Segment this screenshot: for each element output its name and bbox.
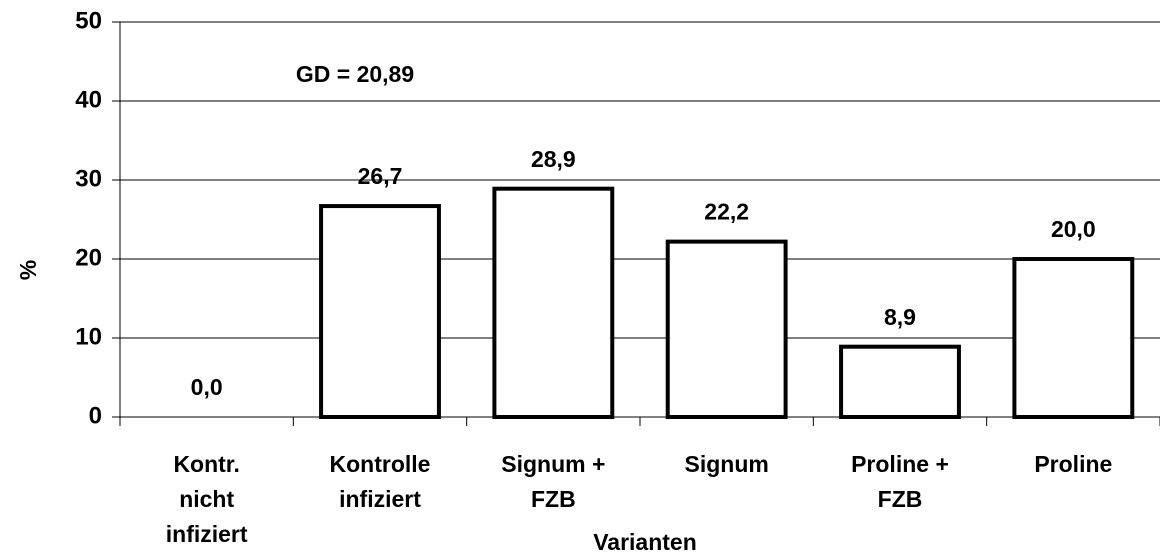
x-tick-label: Kontr. nicht infiziert (166, 451, 248, 547)
bar (665, 239, 788, 419)
annotation: GD = 20,89 (296, 61, 414, 87)
bar (1012, 257, 1135, 419)
x-tick-label: Proline (1034, 451, 1112, 477)
y-axis-label: % (15, 260, 41, 280)
y-tick-label: 20 (75, 244, 102, 271)
x-tick-label: Signum (684, 451, 768, 477)
value-label: 8,9 (884, 304, 916, 330)
x-tick-label: Kontrolle infiziert (330, 451, 431, 512)
x-tick-label: Proline + FZB (851, 451, 949, 512)
value-label: 26,7 (358, 163, 403, 189)
value-label: 0,0 (191, 374, 223, 400)
y-tick-label: 10 (75, 323, 102, 350)
y-tick-label: 0 (89, 402, 102, 429)
y-tick-label: 30 (75, 165, 102, 192)
bar (839, 344, 961, 419)
value-label: 20,0 (1051, 216, 1096, 242)
bar (319, 204, 441, 419)
x-tick-label: Signum + FZB (501, 451, 605, 512)
y-tick-label: 50 (75, 7, 102, 34)
value-label: 22,2 (704, 199, 749, 225)
bar (492, 186, 615, 419)
x-axis-label: Varianten (593, 529, 697, 555)
y-tick-label: 40 (75, 86, 102, 113)
value-label: 28,9 (531, 146, 576, 172)
